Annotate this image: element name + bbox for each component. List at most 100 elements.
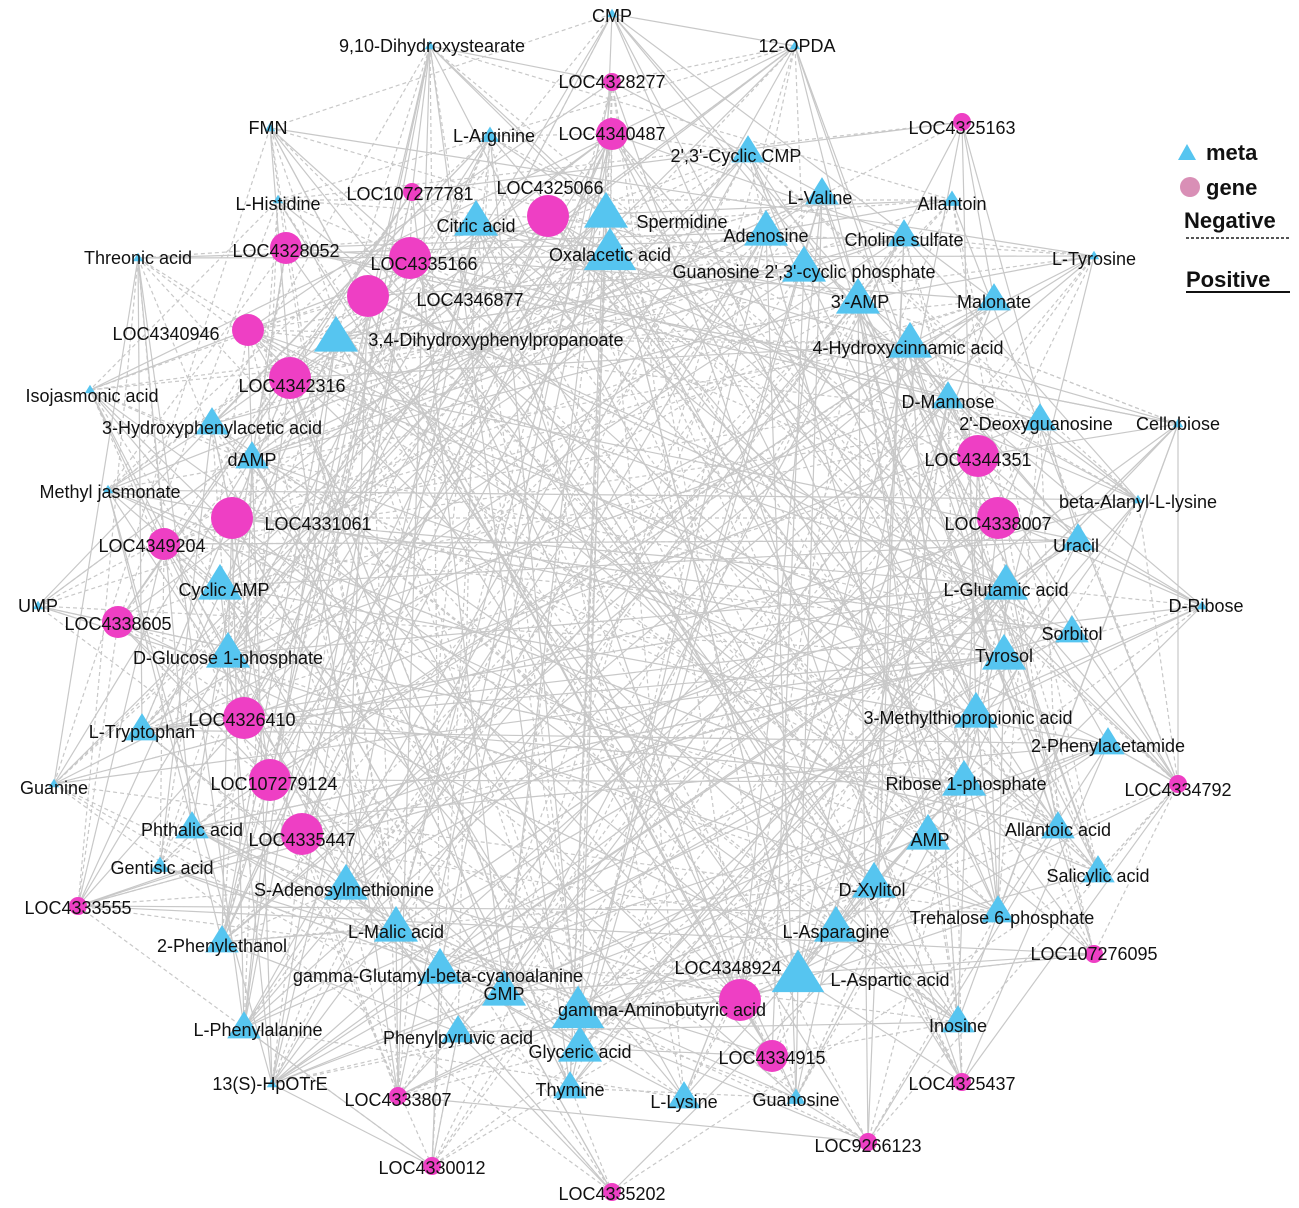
edge-398 — [53, 499, 1139, 785]
node-label-3-hydroxyphenylacetic-acid: 3-Hydroxyphenylacetic acid — [102, 418, 322, 438]
node-label-damp: dAMP — [227, 450, 276, 470]
meta-node-choline-sulfate — [887, 219, 921, 247]
edge-99 — [611, 81, 823, 195]
edge-357 — [107, 489, 1005, 657]
edge-302 — [271, 539, 1079, 1085]
meta-node-gentisic-acid — [150, 856, 170, 872]
gene-node-loc107276095 — [1085, 945, 1103, 963]
edge-238 — [409, 257, 1041, 421]
gene-node-loc9266123 — [859, 1133, 877, 1151]
node-label-loc4340487: LOC4340487 — [558, 124, 665, 144]
edge-180 — [457, 299, 995, 1033]
edge-386 — [141, 729, 1109, 745]
gene-node-loc4333555 — [69, 897, 87, 915]
edge-70 — [547, 215, 965, 783]
node-label-d-xylitol: D-Xylitol — [838, 880, 905, 900]
meta-node-cellobiose — [1172, 418, 1184, 428]
edge-365 — [243, 457, 253, 719]
meta-node-sorbitol — [1055, 615, 1089, 643]
edge-51 — [411, 121, 963, 193]
edge-127 — [141, 235, 905, 731]
edge-141 — [271, 257, 411, 1085]
node-label-citric-acid: Citric acid — [436, 216, 515, 236]
edge-332 — [117, 199, 279, 623]
legend-meta-triangle-icon — [1178, 144, 1196, 160]
node-label-l-phenylalanine: L-Phenylalanine — [193, 1020, 322, 1040]
edge-492 — [221, 199, 953, 943]
edge-489 — [37, 605, 999, 913]
edge-427 — [77, 833, 303, 907]
edge-572 — [335, 337, 581, 1049]
edge-50 — [797, 121, 963, 977]
edge-613 — [547, 215, 963, 1083]
node-label-ribose-1-phosphate: Ribose 1-phosphate — [885, 774, 1046, 794]
edge-167 — [271, 295, 369, 1085]
edge-452 — [909, 343, 1099, 873]
edge-462 — [77, 257, 139, 907]
edge-323 — [37, 45, 796, 607]
node-label-loc4338007: LOC4338007 — [944, 514, 1051, 534]
edge-535 — [503, 397, 949, 993]
node-label-2-phenylacetamide: 2-Phenylacetamide — [1031, 736, 1185, 756]
gene-node-loc4331061 — [211, 497, 253, 539]
edge-435 — [857, 299, 929, 837]
edge-642 — [231, 517, 613, 1193]
edge-493 — [221, 885, 347, 943]
edge-574 — [579, 193, 823, 1049]
edge-396 — [53, 783, 571, 1089]
edge-272 — [795, 499, 1139, 1099]
node-label-12-opda: 12-OPDA — [758, 36, 835, 56]
edge-118 — [159, 231, 767, 867]
edge-481 — [395, 133, 613, 929]
edge-455 — [1097, 783, 1179, 873]
gene-node-loc4349204 — [148, 528, 180, 560]
edge-465 — [345, 199, 953, 887]
edge-374 — [747, 151, 977, 715]
edge-275 — [107, 489, 1139, 501]
gene-node-loc4335447 — [281, 813, 323, 855]
node-label-malonate: Malonate — [957, 292, 1031, 312]
node-label-l-glutamic-acid: L-Glutamic acid — [943, 580, 1068, 600]
meta-node-citric-acid — [453, 199, 499, 236]
node-label-cyclic-amp: Cyclic AMP — [178, 580, 269, 600]
node-label-loc4330012: LOC4330012 — [378, 1158, 485, 1178]
meta-node-guanine — [48, 778, 60, 788]
edge-114 — [107, 247, 287, 491]
edge-268 — [107, 231, 767, 491]
edge-89 — [345, 221, 477, 887]
gene-node-loc4326410 — [223, 697, 265, 739]
edge-424 — [301, 133, 613, 835]
edge-146 — [609, 253, 1179, 785]
edge-37 — [489, 135, 607, 215]
meta-node-l-malic-acid — [373, 905, 419, 942]
node-label-loc4328277: LOC4328277 — [558, 72, 665, 92]
gene-node-loc4325163 — [953, 113, 971, 131]
edge-206 — [221, 343, 911, 943]
meta-node-ribose-1-phosphate — [941, 759, 987, 796]
meta-node-2-3-cyclic-cmp — [731, 135, 765, 163]
edge-469 — [77, 885, 347, 907]
edge-412 — [429, 45, 1179, 785]
legend-positive-label: Positive — [1186, 267, 1270, 292]
edge-586 — [271, 1083, 433, 1167]
meta-node-l-arginine — [480, 126, 500, 142]
edge-595 — [569, 199, 953, 1089]
edge-575 — [159, 865, 773, 1057]
edge-478 — [395, 927, 399, 1097]
edge-287 — [997, 517, 1203, 607]
edge-329 — [803, 267, 1203, 607]
meta-node-4-hydroxycinnamic-acid — [887, 321, 933, 358]
gene-node-loc4340487 — [596, 118, 628, 150]
meta-node-l-tryptophan — [125, 713, 159, 741]
meta-node-phthalic-acid — [175, 811, 209, 839]
meta-node-2-deoxyguanosine — [1023, 403, 1057, 431]
edge-508 — [547, 215, 1095, 955]
edge-514 — [439, 585, 1007, 971]
edge-282 — [231, 517, 271, 781]
node-label-l-aspartic-acid: L-Aspartic acid — [830, 970, 949, 990]
node-label-loc4335447: LOC4335447 — [248, 830, 355, 850]
edge-587 — [271, 1011, 579, 1085]
edge-573 — [397, 1047, 581, 1097]
edge-536 — [411, 191, 505, 993]
edge-631 — [431, 1031, 459, 1167]
